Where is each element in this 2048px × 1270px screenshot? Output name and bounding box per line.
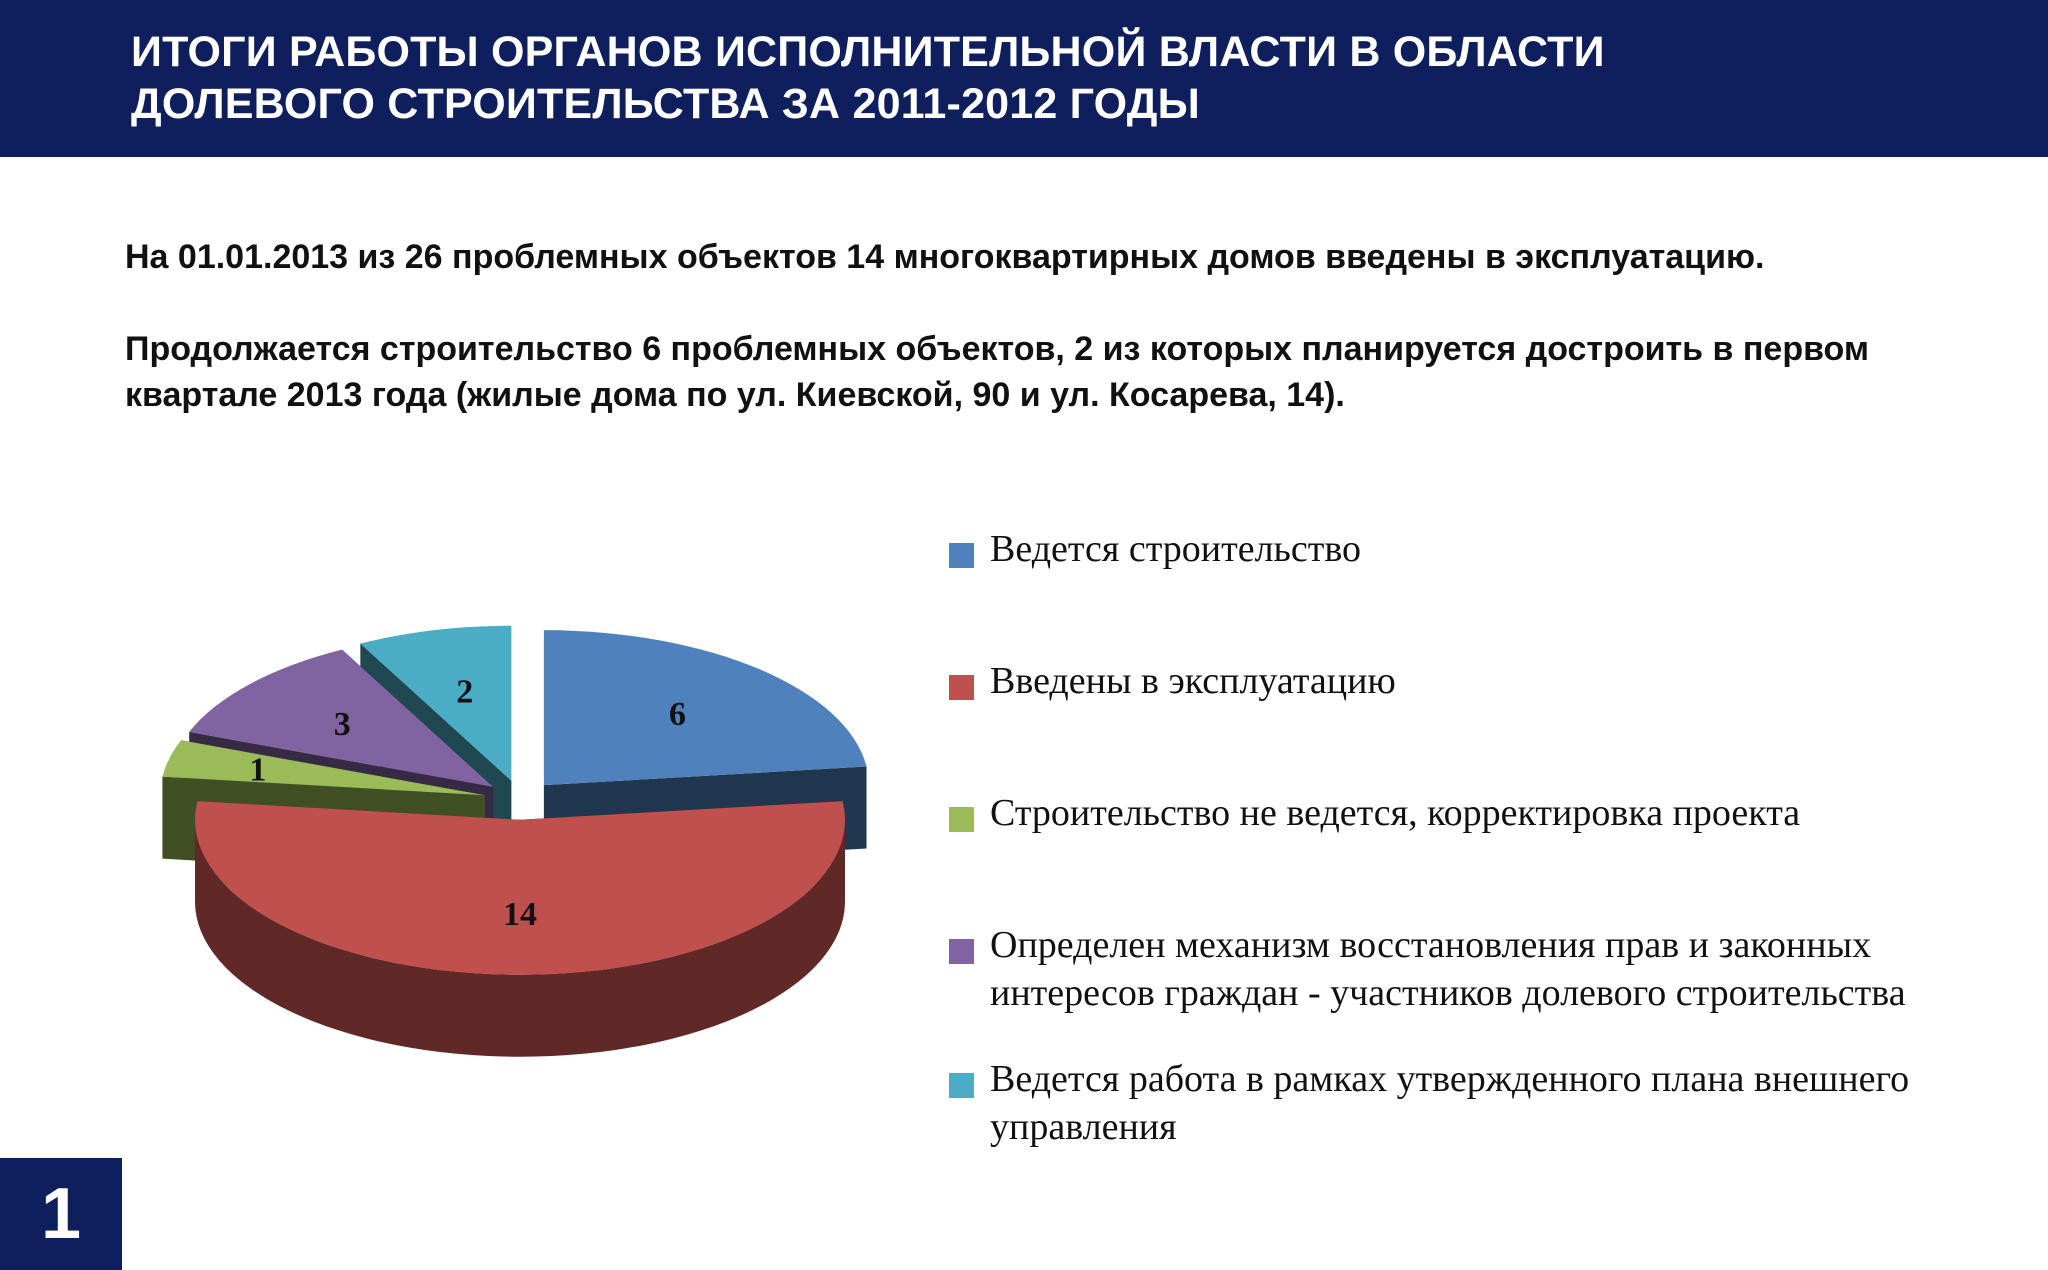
pie-slice-1 [543, 630, 867, 786]
legend-label-1: Ведется строительство [990, 528, 1362, 570]
page-number: 1 [40, 1174, 82, 1254]
page-number-badge: 1 [0, 1158, 122, 1270]
pie-slice-3 [162, 740, 486, 796]
legend-label-4: Определен механизм восстановления прав и… [990, 924, 1906, 1014]
legend-label-3: Строительство не ведется, корректировка … [990, 792, 1801, 834]
summary-paragraph-1: На 01.01.2013 из 26 проблемных объектов … [125, 238, 1765, 276]
legend-swatch-2 [949, 675, 974, 700]
pie-slice-2 [194, 801, 845, 975]
pie-data-label-5: 2 [456, 673, 473, 710]
legend-swatch-1 [949, 543, 974, 568]
pie-slice-2-rim [195, 819, 845, 1057]
legend-label-2: Введены в эксплуатацию [990, 660, 1396, 702]
pie-data-label-1: 6 [669, 696, 686, 733]
pie-slice-5 [360, 625, 512, 781]
pie-slice-4 [189, 649, 494, 787]
legend-swatch-5 [949, 1073, 974, 1098]
pie-data-label-2: 14 [503, 896, 537, 933]
legend-swatch-3 [949, 807, 974, 832]
page-title: ИТОГИ РАБОТЫ ОРГАНОВ ИСПОЛНИТЕЛЬНОЙ ВЛАС… [131, 28, 1605, 128]
legend-swatch-4 [949, 939, 974, 964]
header-bar: ИТОГИ РАБОТЫ ОРГАНОВ ИСПОЛНИТЕЛЬНОЙ ВЛАС… [0, 0, 2048, 157]
legend-label-5: Ведется работа в рамках утвержденного пл… [990, 1058, 1910, 1148]
pie-data-label-4: 3 [334, 706, 351, 743]
summary-paragraph-2: Продолжается строительство 6 проблемных … [125, 330, 1870, 414]
pie-data-label-3: 1 [249, 752, 266, 789]
